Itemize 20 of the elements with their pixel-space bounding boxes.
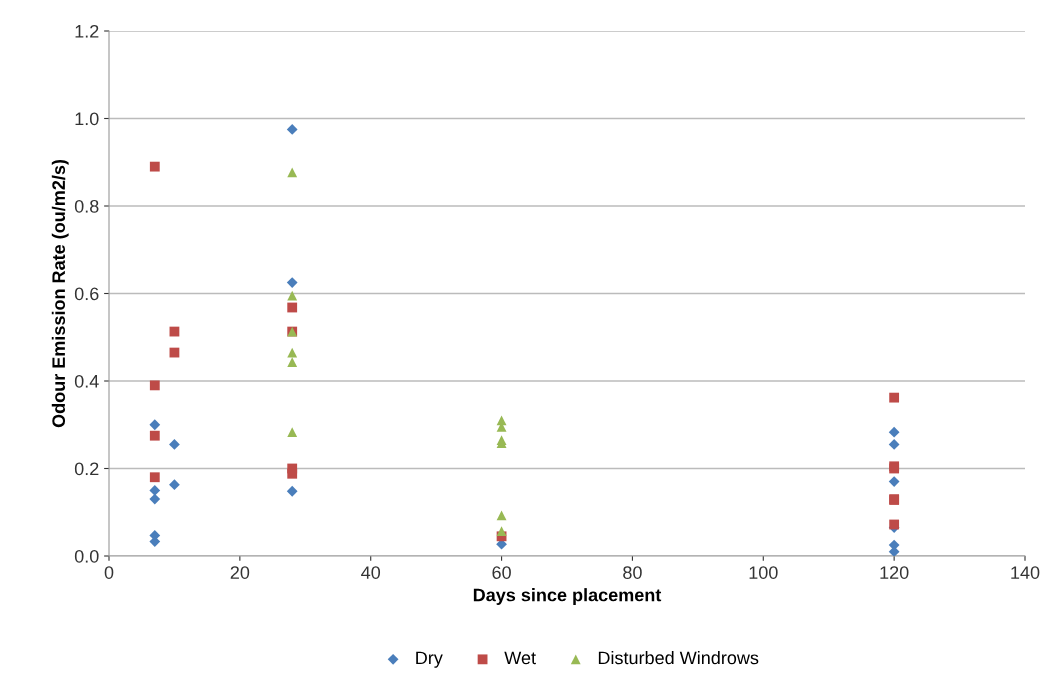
y-tick-label: 0.4 [74, 374, 99, 388]
x-tick-label: 120 [880, 566, 909, 579]
x-tick-label: 20 [230, 566, 250, 579]
x-tick-label: 0 [104, 566, 114, 579]
x-tick-label: 60 [492, 566, 511, 579]
legend-label: Dry [416, 651, 443, 668]
y-tick-label: 0.0 [74, 549, 99, 563]
y-tick-label: 0.2 [74, 462, 99, 476]
legend-label: Wet [504, 651, 536, 665]
x-tick-label: 80 [623, 566, 642, 579]
x-tick-label: 100 [749, 566, 778, 579]
x-tick-label: 40 [361, 566, 381, 579]
y-tick-label: 0.8 [74, 199, 99, 213]
y-axis-title: Odour Emission Rate (ou/m2/s) [51, 159, 69, 428]
y-tick-label: 1.2 [75, 24, 99, 38]
legend-label: Disturbed Windrows [598, 651, 759, 665]
y-tick-label: 0.6 [74, 287, 99, 301]
y-tick-label: 1.0 [75, 112, 99, 126]
x-tick-label: 140 [1011, 566, 1040, 579]
x-axis-title: Days since placement [473, 588, 662, 605]
